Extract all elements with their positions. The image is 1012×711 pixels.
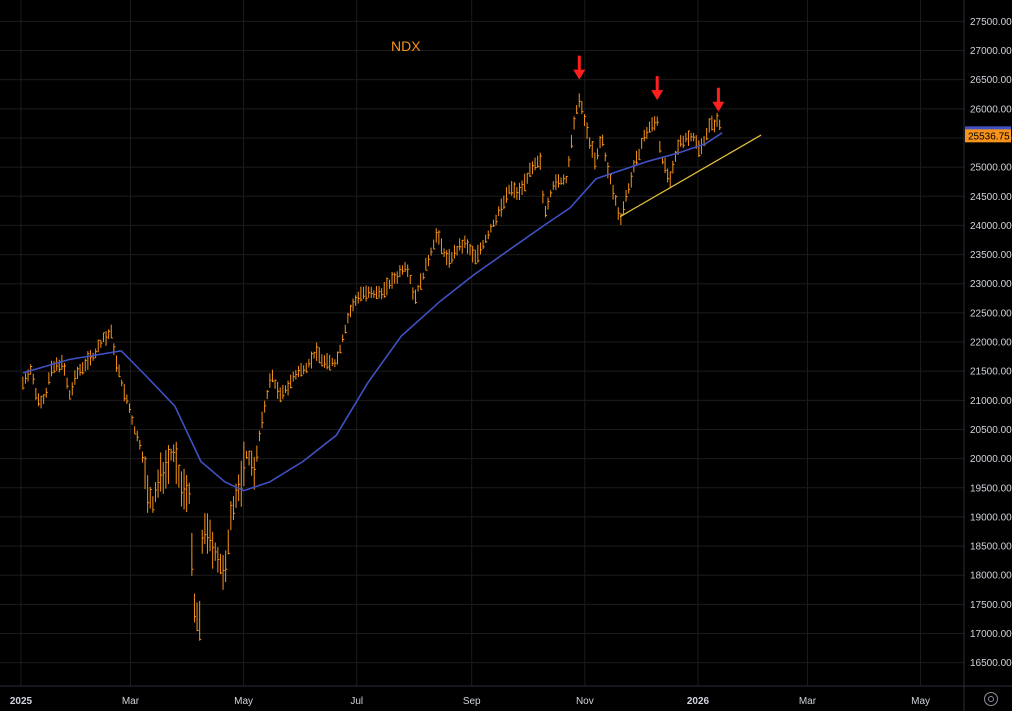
time-axis[interactable]: 2025 Mar May Jul Sep Nov 2026 Mar May xyxy=(10,696,930,707)
y-tick-label: 21500.00 xyxy=(970,367,1012,378)
x-tick-label: Sep xyxy=(463,696,481,707)
price-axis[interactable]: 27500.0027000.0026500.0026000.0025500.00… xyxy=(970,17,1012,669)
annotations-layer xyxy=(573,55,762,218)
y-tick-label: 24500.00 xyxy=(970,192,1012,203)
support-trendline[interactable] xyxy=(619,134,762,218)
price-series xyxy=(22,93,722,641)
price-tag-label: 25536.75 xyxy=(968,131,1010,142)
y-tick-label: 22500.00 xyxy=(970,308,1012,319)
y-tick-label: 26000.00 xyxy=(970,104,1012,115)
x-tick-label: 2026 xyxy=(687,696,710,707)
y-tick-label: 23500.00 xyxy=(970,250,1012,261)
y-tick-label: 19500.00 xyxy=(970,483,1012,494)
y-tick-label: 26500.00 xyxy=(970,75,1012,86)
y-tick-label: 17500.00 xyxy=(970,600,1012,611)
y-tick-label: 20000.00 xyxy=(970,454,1012,465)
y-tick-label: 19000.00 xyxy=(970,512,1012,523)
moving-average-line xyxy=(22,132,723,492)
down-arrow-icon[interactable] xyxy=(573,55,586,80)
y-tick-label: 27000.00 xyxy=(970,46,1012,57)
y-tick-label: 27500.00 xyxy=(970,17,1012,28)
price-tag: 25536.75 xyxy=(965,129,1011,143)
chart-settings-icon[interactable] xyxy=(984,692,998,706)
y-tick-label: 23000.00 xyxy=(970,279,1012,290)
x-tick-label: Mar xyxy=(122,696,140,707)
y-tick-label: 25000.00 xyxy=(970,163,1012,174)
chart-title: NDX xyxy=(391,38,421,54)
x-tick-label: Mar xyxy=(799,696,817,707)
x-tick-label: Jul xyxy=(350,696,363,707)
y-tick-label: 16500.00 xyxy=(970,658,1012,669)
y-tick-label: 24000.00 xyxy=(970,221,1012,232)
down-arrow-icon[interactable] xyxy=(651,76,664,101)
x-tick-label: May xyxy=(911,696,930,707)
y-tick-label: 21000.00 xyxy=(970,396,1012,407)
x-tick-label: 2025 xyxy=(10,696,33,707)
y-tick-label: 18000.00 xyxy=(970,571,1012,582)
price-tags: 25588.3825536.75 xyxy=(965,126,1011,143)
series-layer xyxy=(22,93,723,641)
down-arrow-icon[interactable] xyxy=(712,87,725,112)
y-tick-label: 18500.00 xyxy=(970,542,1012,553)
x-tick-label: Nov xyxy=(576,696,594,707)
x-tick-label: May xyxy=(234,696,253,707)
y-tick-label: 20500.00 xyxy=(970,425,1012,436)
y-tick-label: 17000.00 xyxy=(970,629,1012,640)
y-tick-label: 22000.00 xyxy=(970,338,1012,349)
